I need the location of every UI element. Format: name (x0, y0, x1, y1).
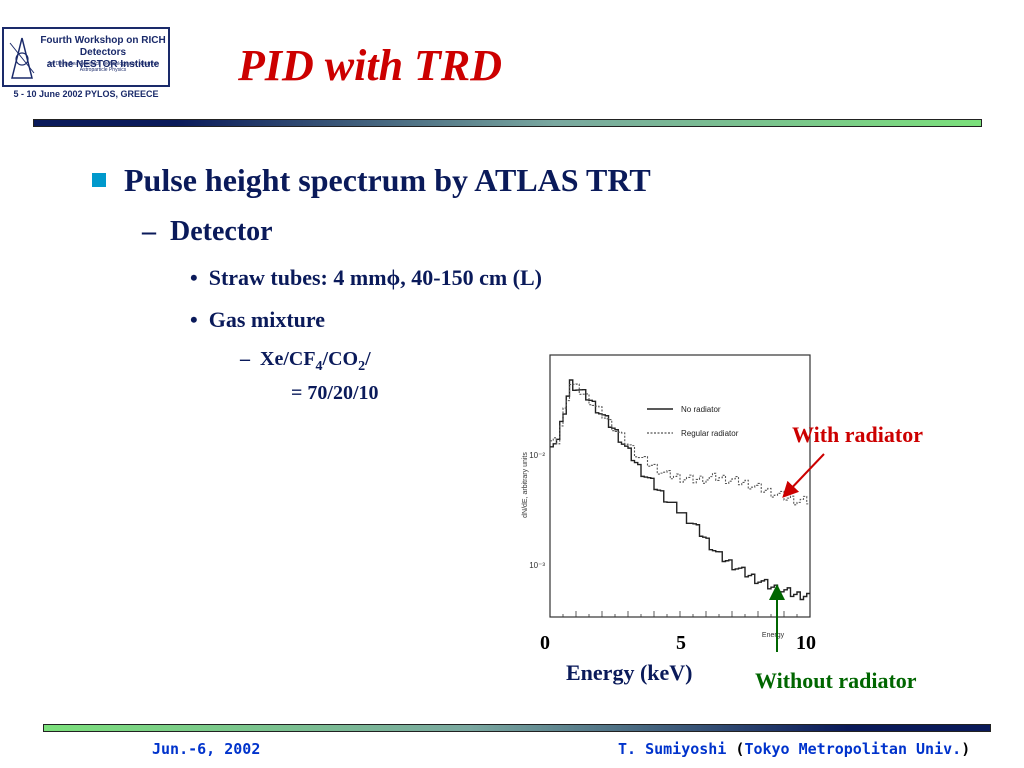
bullet-level1: Pulse height spectrum by ATLAS TRT (92, 162, 651, 199)
x-tick-5: 5 (676, 632, 686, 654)
y-tick-label: 10⁻³ (529, 561, 545, 570)
chart-legend: No radiator Regular radiator (647, 405, 739, 438)
footer-paren-close: ) (961, 740, 971, 758)
series-line-regular-radiator (550, 383, 810, 506)
gas-mid: /CO (322, 348, 359, 370)
x-ticks (549, 611, 811, 617)
pulse-height-chart: dN/dE, arbitrary units 10⁻² 10⁻³ Energy … (522, 354, 811, 639)
top-divider (33, 119, 982, 127)
y-axis-label: dN/dE, arbitrary units (522, 452, 529, 518)
bottom-divider (43, 724, 991, 732)
with-radiator-label: With radiator (792, 422, 923, 447)
logo-frame: Fourth Workshop on RICH Detectors at the… (2, 27, 170, 87)
footer-date: Jun.-6, 2002 (152, 740, 261, 758)
footer-author: T. Sumiyoshi (Tokyo Metropolitan Univ.) (618, 740, 970, 758)
gas-ratio: = 70/20/10 (291, 382, 379, 404)
energy-axis-caption: Energy (keV) (566, 660, 693, 685)
gas-text: Gas mixture (208, 307, 326, 332)
x-tick-0: 0 (540, 632, 550, 654)
x-axis-label: Energy (762, 632, 785, 639)
plot-frame (549, 354, 811, 618)
annotation-arrows (769, 453, 825, 652)
with-radiator-arrow (782, 453, 825, 498)
slide-title: PID with TRD (238, 41, 503, 90)
gas-prefix: Xe/CF (260, 348, 316, 370)
gas-sub2: 2 (358, 359, 366, 374)
bullet-item-gas: • Gas mixture (190, 307, 325, 333)
gas-composition: – Xe/CF4/CO2/ (240, 348, 371, 375)
bullet-level1-text: Pulse height spectrum by ATLAS TRT (124, 162, 651, 198)
square-bullet-icon (92, 173, 106, 187)
legend-regular-radiator: Regular radiator (681, 429, 739, 438)
logo-subtitle: for Deep Sea Research Technology and Neu… (48, 61, 158, 73)
bullet-level2: – Detector (142, 216, 273, 248)
gas-suffix: / (365, 348, 371, 370)
dash-bullet-icon: – (142, 216, 156, 247)
workshop-logo: Fourth Workshop on RICH Detectors at the… (2, 27, 170, 103)
series-layer (550, 379, 810, 601)
y-tick-label: 10⁻² (529, 451, 545, 460)
straw-text: Straw tubes: 4 mmϕ, 40-150 cm (L) (208, 265, 542, 290)
footer-author-name: T. Sumiyoshi (618, 740, 727, 758)
legend-no-radiator: No radiator (681, 405, 721, 414)
gas-sub1: 4 (315, 359, 323, 374)
logo-title: Fourth Workshop on RICH Detectors at the… (38, 35, 168, 71)
series-line-no-radiator (550, 379, 810, 601)
dash-bullet-icon: – (240, 348, 250, 370)
footer-affiliation: Tokyo Metropolitan Univ. (744, 740, 962, 758)
logo-line1: Fourth Workshop on RICH Detectors (40, 35, 166, 58)
dot-bullet-icon: • (190, 307, 198, 332)
logo-line2: at the NESTOR Institute (46, 59, 160, 70)
logo-emblem-icon (9, 37, 35, 79)
without-radiator-label: Without radiator (755, 668, 917, 693)
x-tick-10: 10 (796, 632, 816, 654)
bullet-level2-text: Detector (170, 216, 273, 247)
footer-paren-open: ( (735, 740, 745, 758)
bullet-item-straw: • Straw tubes: 4 mmϕ, 40-150 cm (L) (190, 265, 542, 291)
dot-bullet-icon: • (190, 265, 198, 290)
logo-caption: 5 - 10 June 2002 PYLOS, GREECE (13, 89, 159, 99)
